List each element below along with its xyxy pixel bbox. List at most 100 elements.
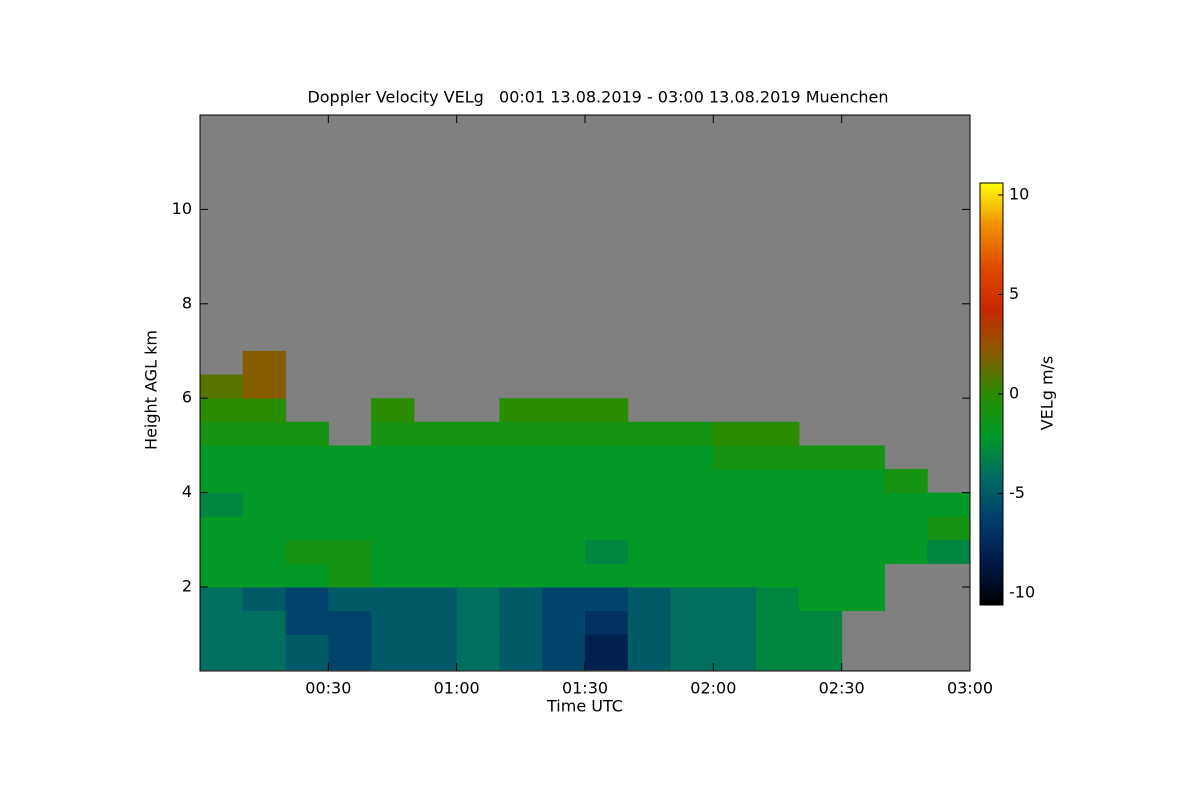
heatmap-cell — [328, 445, 372, 470]
y-tick-label: 6 — [182, 388, 192, 407]
heatmap-cell — [328, 610, 372, 635]
heatmap-cell — [328, 492, 372, 517]
heatmap-cell — [798, 539, 843, 564]
heatmap-cell — [328, 539, 372, 564]
heatmap-cell — [499, 398, 543, 423]
heatmap-cell — [927, 492, 970, 517]
heatmap-cell — [371, 445, 415, 470]
heatmap-cell — [371, 516, 415, 541]
heatmap-cell — [585, 634, 629, 671]
heatmap-cell — [713, 516, 757, 541]
x-tick-label: 01:00 — [434, 679, 480, 698]
heatmap-cell — [627, 468, 672, 494]
heatmap-cell — [542, 445, 586, 470]
heatmap-cell — [542, 398, 586, 423]
heatmap-cell — [413, 539, 458, 564]
heatmap-cell — [585, 563, 629, 588]
y-tick-label: 10 — [172, 199, 192, 218]
heatmap-cell — [242, 445, 287, 470]
heatmap-cell — [499, 586, 543, 612]
y-tick-label: 2 — [182, 576, 192, 595]
heatmap-cell — [242, 492, 287, 517]
heatmap-cell — [585, 610, 629, 635]
heatmap-cell — [884, 468, 928, 494]
x-tick-label: 00:30 — [305, 679, 351, 698]
heatmap-cell — [413, 421, 458, 446]
heatmap-cell — [841, 516, 885, 541]
heatmap-cell — [371, 421, 415, 446]
heatmap-cell — [200, 421, 244, 446]
heatmap-cell — [542, 586, 586, 612]
heatmap-cell — [798, 492, 843, 517]
heatmap-cell — [670, 634, 714, 671]
heatmap-cell — [670, 468, 714, 494]
heatmap-cell — [585, 492, 629, 517]
heatmap-cell — [456, 563, 500, 588]
heatmap-cell — [756, 539, 800, 564]
heatmap-cell — [756, 586, 800, 612]
heatmap-cell — [456, 516, 500, 541]
y-tick-label: 4 — [182, 482, 192, 501]
heatmap-cell — [713, 634, 757, 671]
heatmap-cell — [242, 563, 287, 588]
heatmap-cell — [756, 468, 800, 494]
heatmap-cell — [542, 421, 586, 446]
heatmap-cell — [371, 398, 415, 423]
heatmap-cell — [328, 634, 372, 671]
heatmap-cell — [542, 516, 586, 541]
y-tick-label: 8 — [182, 293, 192, 312]
heatmap-cell — [542, 468, 586, 494]
heatmap-cell — [371, 563, 415, 588]
heatmap-cell — [670, 539, 714, 564]
heatmap-cell — [927, 539, 970, 564]
heatmap-cell — [200, 634, 244, 671]
heatmap-cell — [627, 516, 672, 541]
heatmap-cell — [713, 445, 757, 470]
heatmap-cell — [542, 610, 586, 635]
heatmap — [200, 350, 970, 671]
heatmap-cell — [542, 563, 586, 588]
heatmap-cell — [884, 516, 928, 541]
heatmap-cell — [200, 516, 244, 541]
x-tick-label: 02:30 — [819, 679, 865, 698]
heatmap-cell — [285, 586, 329, 612]
heatmap-cell — [627, 539, 672, 564]
heatmap-cell — [242, 516, 287, 541]
heatmap-cell — [670, 445, 714, 470]
heatmap-cell — [242, 421, 287, 446]
heatmap-cell — [627, 610, 672, 635]
heatmap-cell — [798, 468, 843, 494]
heatmap-cell — [200, 374, 244, 399]
heatmap-cell — [841, 539, 885, 564]
heatmap-cell — [756, 445, 800, 470]
heatmap-cell — [627, 421, 672, 446]
heatmap-cell — [413, 516, 458, 541]
heatmap-cell — [585, 445, 629, 470]
heatmap-cell — [670, 610, 714, 635]
heatmap-cell — [371, 539, 415, 564]
heatmap-cell — [499, 516, 543, 541]
heatmap-cell — [841, 468, 885, 494]
heatmap-cell — [456, 586, 500, 612]
heatmap-cell — [798, 563, 843, 588]
heatmap-cell — [499, 634, 543, 671]
heatmap-cell — [841, 586, 885, 612]
heatmap-cell — [756, 516, 800, 541]
heatmap-cell — [798, 516, 843, 541]
heatmap-cell — [499, 468, 543, 494]
heatmap-cell — [627, 445, 672, 470]
heatmap-cell — [542, 539, 586, 564]
heatmap-cell — [371, 610, 415, 635]
colorbar-tick-label: 5 — [1009, 284, 1019, 303]
heatmap-cell — [285, 563, 329, 588]
heatmap-cell — [200, 586, 244, 612]
heatmap-cell — [756, 421, 800, 446]
heatmap-cell — [756, 492, 800, 517]
heatmap-cell — [328, 468, 372, 494]
heatmap-cell — [285, 634, 329, 671]
y-axis-label: Height AGL km — [142, 330, 161, 450]
heatmap-cell — [328, 563, 372, 588]
heatmap-cell — [585, 421, 629, 446]
heatmap-cell — [756, 563, 800, 588]
heatmap-cell — [927, 516, 970, 541]
